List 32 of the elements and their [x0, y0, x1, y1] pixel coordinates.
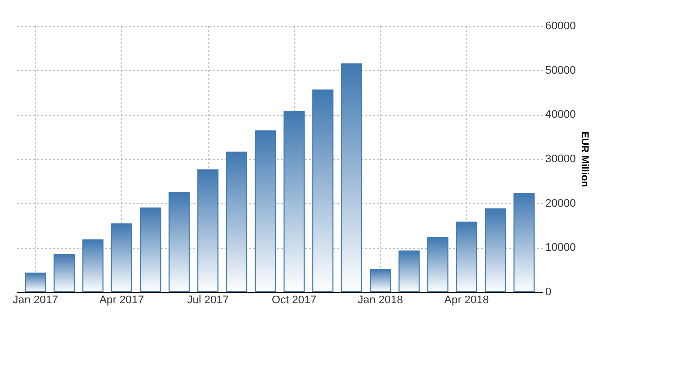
bar: [25, 272, 46, 292]
bar: [398, 250, 420, 292]
y-tick-label: 40000: [546, 109, 576, 122]
bar: [514, 193, 535, 292]
bar: [284, 111, 305, 292]
y-tick-label: 60000: [546, 20, 576, 32]
bar: [168, 192, 190, 292]
bar: [111, 224, 132, 292]
bar: [428, 237, 449, 292]
y-tick-label: 50000: [546, 64, 576, 77]
y-tick-label: 20000: [546, 198, 576, 210]
bar: [370, 269, 392, 292]
bar: [226, 152, 248, 292]
bar: [255, 130, 276, 292]
bar: [485, 208, 506, 292]
bar: [82, 240, 104, 292]
x-tick-label: Jan 2018: [358, 294, 404, 306]
bar: [140, 208, 162, 292]
x-tick-label: Jul 2017: [187, 294, 229, 306]
x-tick-label: Apr 2017: [100, 294, 144, 306]
y-tick-label: 10000: [546, 242, 576, 254]
y-tick-label: 0: [546, 286, 552, 298]
x-tick-label: Apr 2018: [444, 294, 490, 306]
bar: [312, 90, 334, 292]
y-axis-title: EUR Million: [579, 132, 590, 188]
x-tick-label: Oct 2017: [272, 294, 317, 306]
bar: [198, 170, 219, 292]
bar: [456, 222, 478, 292]
bar: [341, 64, 362, 292]
bar: [54, 254, 75, 292]
x-tick-label: Jan 2017: [13, 294, 58, 306]
y-tick-label: 30000: [546, 154, 576, 166]
